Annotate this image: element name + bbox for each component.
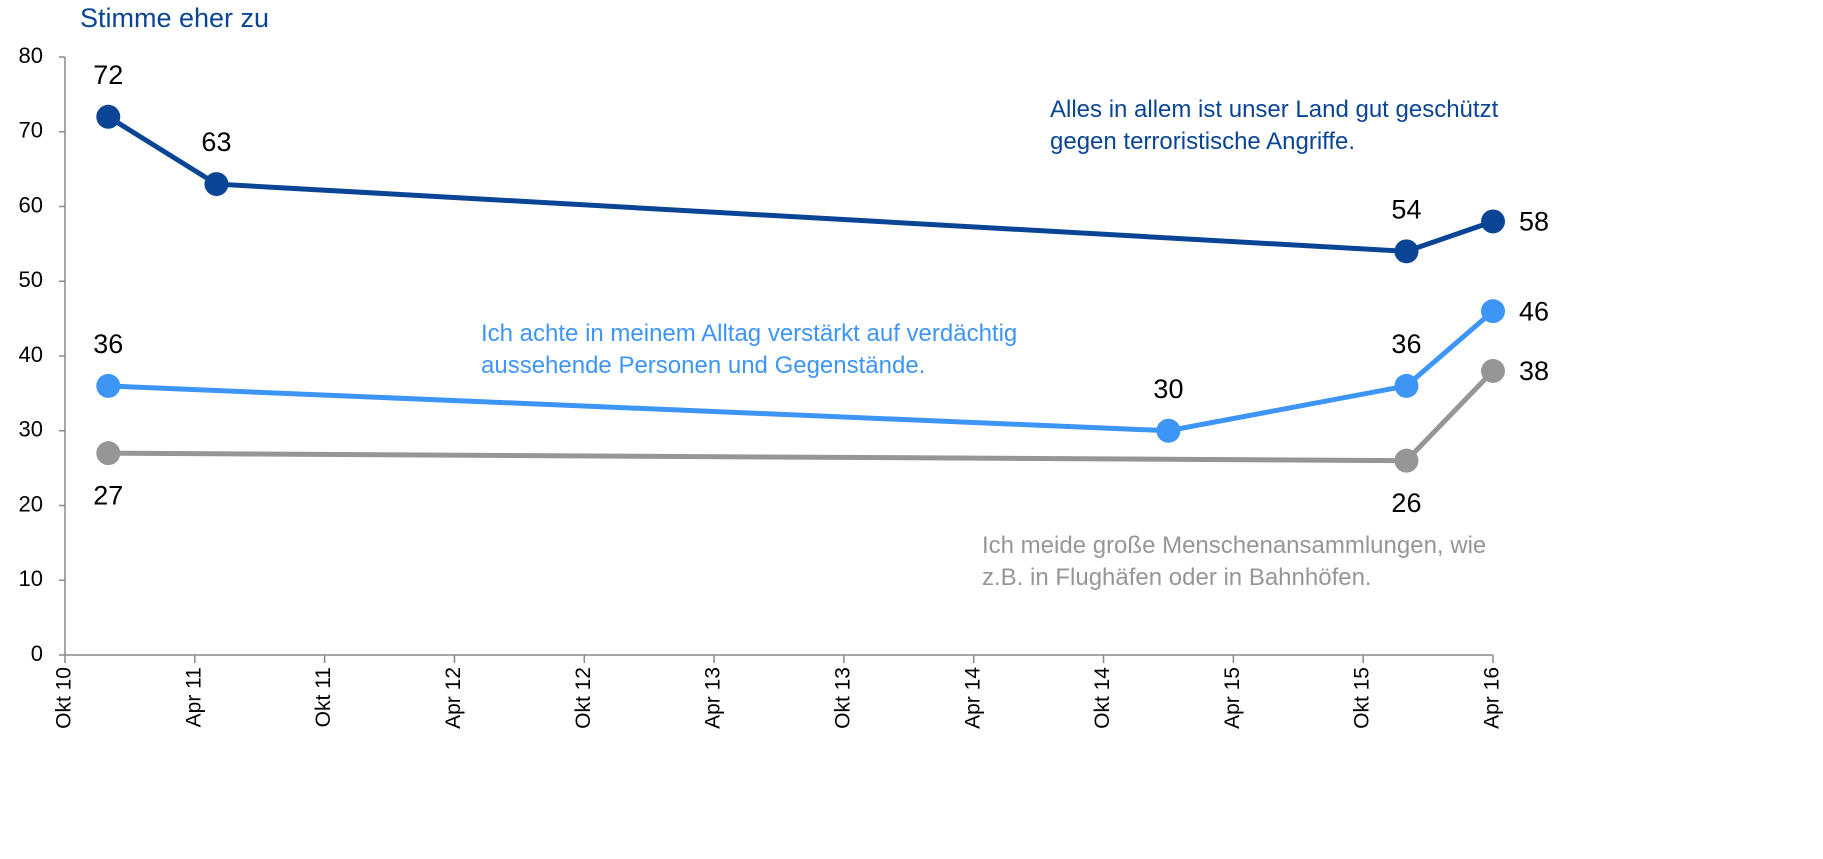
y-tick-label: 80: [19, 43, 43, 68]
data-point: [1394, 239, 1419, 264]
x-tick-label: Apr 13: [702, 667, 725, 729]
x-tick-label: Okt 11: [312, 667, 335, 727]
data-label: 26: [1391, 488, 1421, 518]
series-label: Ich achte in meinem Alltag verstärkt auf…: [481, 320, 1018, 379]
series-line: [108, 309, 1495, 434]
x-tick-label: Okt 13: [831, 667, 854, 729]
y-tick-label: 30: [19, 417, 43, 442]
data-label: 54: [1391, 194, 1421, 224]
data-point: [1156, 418, 1181, 443]
y-tick-label: 10: [19, 566, 43, 591]
y-tick-label: 0: [31, 641, 43, 666]
data-label: 46: [1519, 296, 1549, 326]
series-label: Ich meide große Menschenansammlungen, wi…: [982, 532, 1487, 591]
x-tick-label: Okt 14: [1091, 667, 1114, 729]
x-tick-label: Apr 12: [442, 667, 465, 729]
data-label: 38: [1519, 356, 1549, 386]
data-label: 72: [93, 60, 123, 90]
y-tick-label: 20: [19, 491, 43, 516]
data-label: 36: [93, 329, 123, 359]
data-point: [1481, 299, 1505, 324]
x-tick-label: Okt 15: [1351, 667, 1374, 729]
x-tick-label: Apr 14: [961, 667, 984, 729]
y-tick-label: 60: [19, 192, 43, 217]
data-point: [96, 104, 121, 129]
data-point: [96, 373, 121, 398]
series-label: Alles in allem ist unser Land gut geschü…: [1050, 96, 1499, 155]
x-tick-label: Apr 15: [1221, 667, 1244, 729]
x-tick-label: Apr 16: [1481, 667, 1504, 729]
x-tick-label: Okt 12: [572, 667, 595, 729]
data-point: [1394, 448, 1419, 473]
y-tick-label: 40: [19, 342, 43, 367]
data-point: [204, 172, 229, 197]
y-tick-label: 50: [19, 267, 43, 292]
y-tick-label: 70: [19, 118, 43, 143]
data-point: [96, 441, 121, 466]
chart-title: Stimme eher zu: [80, 3, 269, 33]
data-point: [1481, 209, 1505, 234]
x-tick-label: Apr 11: [182, 667, 205, 727]
data-label: 58: [1519, 207, 1549, 237]
data-label: 27: [93, 480, 123, 510]
data-label: 30: [1153, 374, 1183, 404]
data-point: [1481, 358, 1505, 383]
series-line: [106, 114, 1494, 254]
data-label: 36: [1391, 329, 1421, 359]
x-tick-label: Okt 10: [53, 667, 76, 729]
data-label: 63: [201, 127, 231, 157]
data-point: [1394, 373, 1419, 398]
